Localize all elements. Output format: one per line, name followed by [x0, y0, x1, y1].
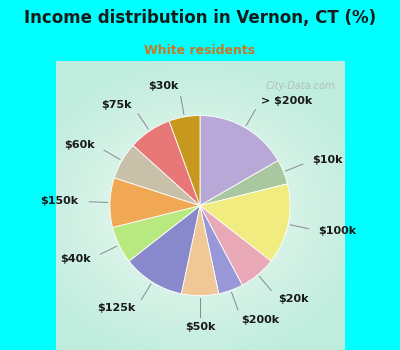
- Text: $50k: $50k: [185, 322, 215, 332]
- Text: $10k: $10k: [312, 155, 343, 165]
- Wedge shape: [114, 145, 200, 206]
- Wedge shape: [200, 206, 271, 285]
- Text: $125k: $125k: [98, 303, 136, 314]
- Wedge shape: [110, 178, 200, 228]
- Wedge shape: [112, 206, 200, 261]
- Text: $40k: $40k: [60, 254, 91, 264]
- Wedge shape: [133, 121, 200, 206]
- Text: $150k: $150k: [41, 196, 79, 206]
- Text: > $200k: > $200k: [261, 96, 312, 106]
- Text: Income distribution in Vernon, CT (%): Income distribution in Vernon, CT (%): [24, 9, 376, 27]
- Wedge shape: [181, 206, 219, 296]
- Text: White residents: White residents: [144, 44, 256, 57]
- Text: $20k: $20k: [278, 294, 308, 303]
- Text: $100k: $100k: [319, 226, 357, 236]
- Wedge shape: [200, 116, 278, 206]
- Text: $60k: $60k: [64, 140, 95, 150]
- Wedge shape: [129, 206, 200, 294]
- Wedge shape: [200, 206, 242, 294]
- Text: $75k: $75k: [102, 100, 132, 110]
- Text: $200k: $200k: [242, 315, 280, 324]
- Wedge shape: [200, 184, 290, 261]
- Text: $30k: $30k: [148, 81, 179, 91]
- Text: City-Data.com: City-Data.com: [266, 82, 336, 91]
- Wedge shape: [200, 161, 288, 206]
- Wedge shape: [169, 116, 200, 206]
